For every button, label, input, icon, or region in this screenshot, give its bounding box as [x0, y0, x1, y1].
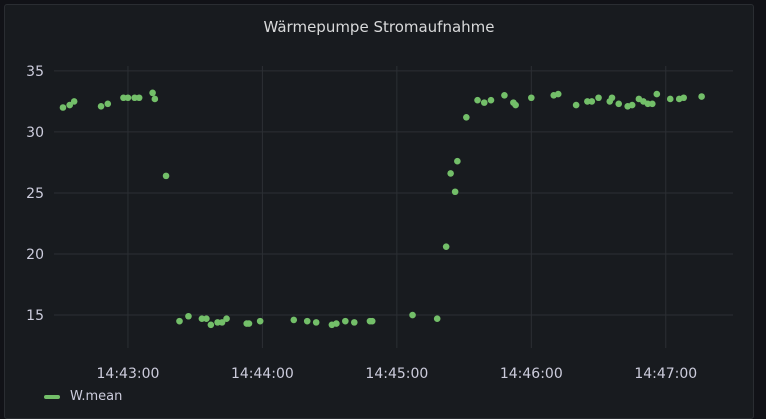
data-point[interactable]: [207, 321, 215, 329]
data-point[interactable]: [653, 90, 661, 98]
data-point[interactable]: [588, 98, 596, 105]
graph-panel: Wärmepumpe Stromaufnahme: [4, 4, 754, 419]
x-tick-label: 14:46:00: [500, 366, 563, 382]
data-point[interactable]: [572, 101, 580, 109]
data-point[interactable]: [151, 95, 159, 103]
data-point[interactable]: [104, 100, 112, 108]
data-point[interactable]: [487, 96, 495, 104]
data-point[interactable]: [433, 315, 441, 323]
data-point[interactable]: [442, 243, 450, 250]
x-tick-label: 14:47:00: [634, 366, 697, 382]
panel-title[interactable]: Wärmepumpe Stromaufnahme: [263, 18, 495, 36]
data-point[interactable]: [350, 319, 358, 326]
data-point[interactable]: [59, 104, 67, 111]
data-point[interactable]: [203, 315, 210, 323]
data-point[interactable]: [342, 317, 349, 325]
data-point[interactable]: [162, 172, 170, 180]
data-point[interactable]: [245, 320, 253, 327]
y-tick-label: 30: [26, 125, 44, 141]
data-point[interactable]: [256, 317, 264, 325]
data-point[interactable]: [223, 315, 230, 323]
data-point[interactable]: [454, 157, 461, 165]
data-point[interactable]: [698, 93, 705, 100]
data-point[interactable]: [312, 319, 320, 326]
x-tick-label: 14:43:00: [97, 366, 160, 382]
data-point[interactable]: [66, 101, 73, 109]
x-tick-label: 14:45:00: [365, 366, 428, 382]
y-tick-label: 15: [26, 308, 44, 324]
data-point[interactable]: [528, 94, 535, 102]
data-point[interactable]: [680, 94, 687, 102]
data-point[interactable]: [554, 90, 562, 98]
y-tick-label: 20: [26, 247, 44, 263]
data-point[interactable]: [185, 312, 192, 320]
data-point[interactable]: [447, 170, 454, 177]
legend-label[interactable]: W.mean: [70, 389, 123, 404]
x-tick-label: 14:44:00: [231, 366, 294, 382]
data-point[interactable]: [97, 102, 105, 110]
data-point[interactable]: [666, 95, 674, 103]
data-point[interactable]: [135, 94, 143, 102]
data-point[interactable]: [615, 100, 623, 108]
data-point[interactable]: [124, 94, 132, 102]
data-point[interactable]: [218, 319, 226, 326]
data-point[interactable]: [608, 94, 616, 102]
data-point[interactable]: [290, 316, 298, 324]
data-point[interactable]: [368, 317, 376, 325]
data-point[interactable]: [501, 91, 508, 99]
data-point[interactable]: [463, 113, 470, 121]
data-point[interactable]: [303, 317, 311, 325]
data-point[interactable]: [451, 188, 459, 196]
data-point[interactable]: [512, 101, 519, 109]
data-point[interactable]: [333, 320, 340, 327]
data-point[interactable]: [409, 311, 416, 319]
y-tick-label: 35: [26, 64, 44, 80]
data-point[interactable]: [474, 96, 481, 104]
data-point[interactable]: [176, 317, 183, 325]
data-point[interactable]: [480, 99, 488, 106]
data-point[interactable]: [149, 89, 156, 97]
legend-color-swatch: [44, 394, 60, 399]
data-point[interactable]: [628, 101, 636, 109]
data-point[interactable]: [70, 98, 78, 105]
y-tick-label: 25: [26, 186, 44, 202]
data-point[interactable]: [595, 94, 602, 102]
data-point[interactable]: [649, 100, 656, 108]
legend[interactable]: W.mean: [44, 389, 122, 404]
